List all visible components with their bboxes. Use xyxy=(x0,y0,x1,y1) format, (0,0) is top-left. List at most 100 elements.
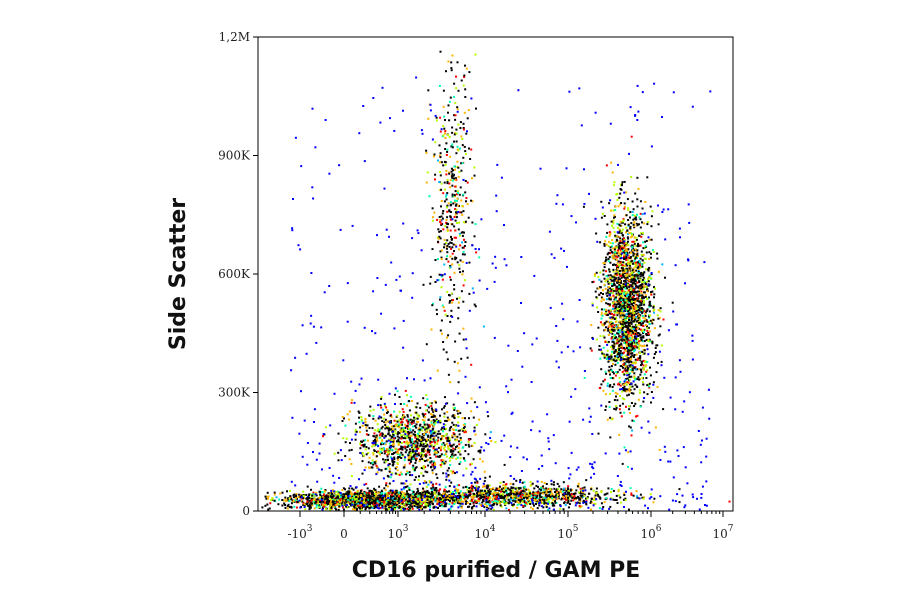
data-point xyxy=(647,326,650,329)
data-point xyxy=(619,263,622,266)
data-point xyxy=(516,506,519,509)
data-point xyxy=(374,502,377,505)
data-point xyxy=(392,445,395,448)
data-point xyxy=(618,494,621,497)
data-point xyxy=(614,360,617,363)
data-point xyxy=(375,494,377,497)
data-point xyxy=(627,219,630,221)
data-point xyxy=(372,452,375,454)
data-point xyxy=(287,497,290,500)
data-point xyxy=(413,496,416,499)
data-point xyxy=(412,493,415,496)
data-point xyxy=(444,424,447,426)
data-point xyxy=(374,493,377,495)
data-point xyxy=(552,483,555,486)
data-point xyxy=(420,493,423,496)
data-point xyxy=(436,497,438,500)
data-point xyxy=(502,487,505,490)
data-point xyxy=(389,456,392,459)
data-point xyxy=(631,200,634,203)
data-point xyxy=(427,501,430,504)
data-point xyxy=(456,445,459,448)
data-point xyxy=(426,498,429,501)
data-point xyxy=(505,491,508,494)
data-point xyxy=(451,444,454,447)
data-point xyxy=(430,420,433,423)
data-point xyxy=(620,338,623,341)
data-point xyxy=(288,497,291,500)
data-point xyxy=(564,504,567,507)
data-point xyxy=(424,431,427,434)
data-point xyxy=(617,331,620,333)
data-point xyxy=(627,351,630,354)
data-point xyxy=(437,430,440,433)
data-point xyxy=(528,501,531,504)
data-point xyxy=(435,494,438,497)
data-point xyxy=(441,426,444,429)
data-point xyxy=(555,489,558,492)
data-point xyxy=(479,496,482,499)
data-point xyxy=(520,490,523,493)
data-point xyxy=(565,495,568,497)
data-point xyxy=(524,504,527,507)
data-point xyxy=(380,451,383,454)
data-point xyxy=(312,491,315,494)
data-point xyxy=(425,429,428,432)
data-point xyxy=(470,484,473,487)
data-point xyxy=(510,498,512,501)
data-point xyxy=(604,287,607,290)
data-point xyxy=(519,499,522,502)
data-point xyxy=(364,418,367,421)
data-point xyxy=(383,501,386,504)
data-point xyxy=(614,408,617,411)
data-point xyxy=(626,306,629,308)
data-point xyxy=(584,500,586,503)
data-point xyxy=(310,488,312,491)
data-point xyxy=(359,431,361,433)
data-point xyxy=(407,506,410,509)
data-point xyxy=(479,449,482,452)
data-point xyxy=(516,503,519,506)
data-point xyxy=(423,480,426,483)
data-point xyxy=(410,496,412,499)
data-point xyxy=(629,287,632,290)
data-point xyxy=(617,488,620,491)
data-point xyxy=(328,508,331,511)
data-point xyxy=(479,451,482,454)
data-point xyxy=(561,497,564,500)
data-point xyxy=(650,401,652,404)
data-point xyxy=(647,383,650,386)
data-point xyxy=(393,508,396,511)
data-point xyxy=(361,460,364,463)
data-point xyxy=(355,496,358,499)
data-point xyxy=(529,503,532,505)
data-point xyxy=(486,505,489,508)
data-point xyxy=(371,505,374,508)
data-point xyxy=(284,506,287,509)
data-point xyxy=(522,492,525,495)
data-point xyxy=(654,351,657,354)
data-point xyxy=(432,414,435,417)
data-point xyxy=(408,456,411,458)
data-point xyxy=(374,419,377,422)
data-point xyxy=(534,497,537,500)
data-point xyxy=(510,487,513,490)
data-point xyxy=(395,466,398,468)
data-point xyxy=(466,495,469,498)
data-point xyxy=(384,460,387,463)
data-point xyxy=(303,504,306,507)
data-point xyxy=(429,457,432,459)
data-point xyxy=(402,488,405,490)
data-point xyxy=(426,398,429,401)
data-point xyxy=(468,445,471,448)
data-point xyxy=(416,502,419,505)
data-point xyxy=(343,499,346,502)
data-point xyxy=(360,416,363,419)
data-point xyxy=(385,501,388,504)
data-point xyxy=(629,264,631,267)
data-point xyxy=(493,501,496,504)
data-point xyxy=(644,240,647,243)
data-point xyxy=(401,442,403,444)
data-point xyxy=(452,490,454,493)
data-point xyxy=(522,499,525,502)
